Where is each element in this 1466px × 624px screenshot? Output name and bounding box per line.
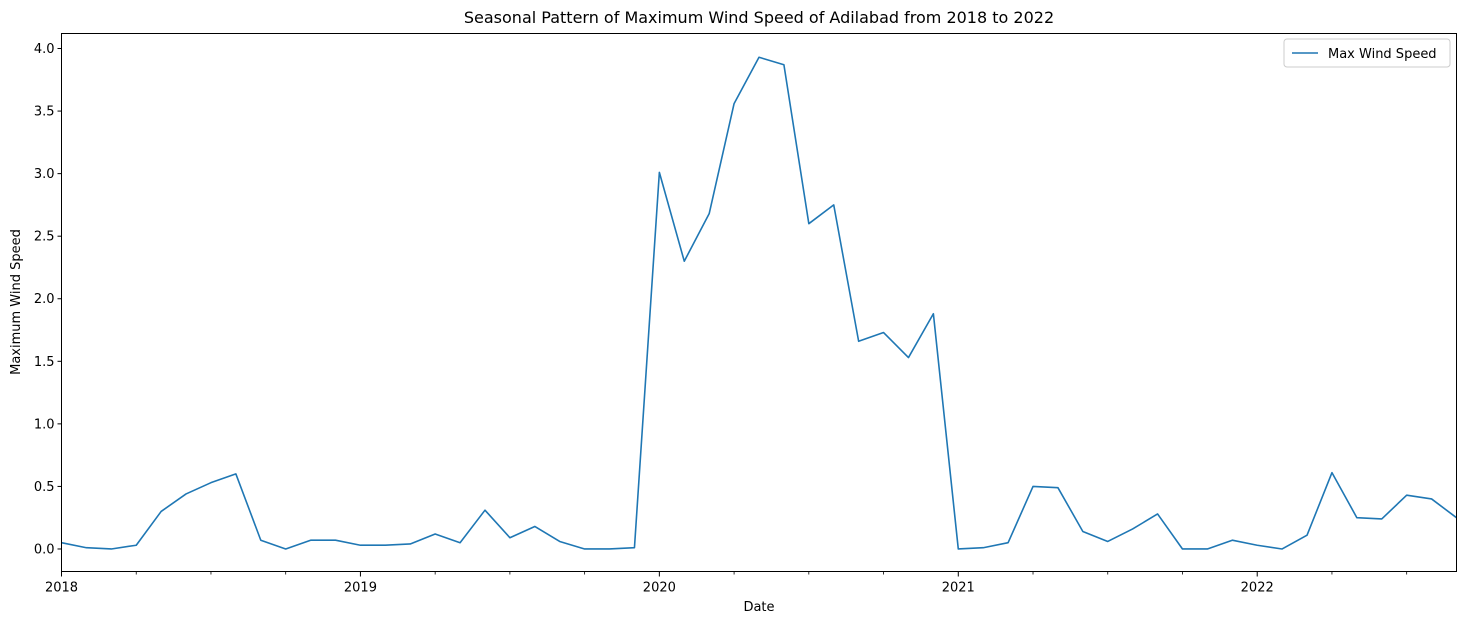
data-point xyxy=(459,542,461,544)
data-point xyxy=(1082,531,1084,533)
y-tick-label: 3.0 xyxy=(34,167,55,182)
data-point xyxy=(1107,541,1109,543)
y-axis-label: Maximum Wind Speed xyxy=(9,229,24,375)
x-tick-label: 2021 xyxy=(942,581,975,596)
legend-box xyxy=(1283,38,1451,68)
y-tick-label: 0.5 xyxy=(34,480,55,495)
y-tick-label: 2.5 xyxy=(34,230,55,245)
data-point xyxy=(659,172,661,174)
data-point xyxy=(160,511,162,513)
data-point xyxy=(1157,513,1159,515)
series-line-max-wind-speed xyxy=(61,56,1457,550)
data-point xyxy=(310,539,312,541)
data-point xyxy=(285,548,287,550)
y-tick-label: 1.0 xyxy=(34,417,55,432)
legend-label: Max Wind Speed xyxy=(1328,47,1437,62)
data-point xyxy=(509,537,511,539)
data-point xyxy=(1406,494,1408,496)
data-point xyxy=(933,313,935,315)
data-point xyxy=(534,526,536,528)
x-tick-label: 2022 xyxy=(1241,581,1274,596)
data-point xyxy=(1057,487,1059,489)
data-point xyxy=(434,533,436,535)
data-point xyxy=(808,223,810,225)
plot-frame xyxy=(61,33,1457,572)
data-point xyxy=(1431,498,1433,500)
y-tick-label: 4.0 xyxy=(34,42,55,57)
data-point xyxy=(1331,472,1333,474)
data-point xyxy=(758,56,760,58)
data-point xyxy=(484,509,486,511)
data-point xyxy=(135,544,137,546)
data-point xyxy=(235,473,237,475)
y-tick-label: 0.0 xyxy=(34,542,55,557)
data-point xyxy=(111,548,113,550)
data-point xyxy=(982,547,984,549)
data-point xyxy=(559,541,561,543)
data-point xyxy=(783,64,785,66)
data-point xyxy=(733,103,735,105)
data-point xyxy=(683,260,685,262)
data-point xyxy=(1132,528,1134,530)
y-tick-label: 2.0 xyxy=(34,292,55,307)
data-point xyxy=(858,340,860,342)
data-point xyxy=(185,493,187,495)
data-point xyxy=(210,482,212,484)
data-point xyxy=(1007,542,1009,544)
data-point xyxy=(1207,548,1209,550)
data-point xyxy=(360,544,362,546)
data-point xyxy=(1232,539,1234,541)
x-axis-label: Date xyxy=(743,600,774,615)
data-point xyxy=(1356,517,1358,519)
data-point xyxy=(634,547,636,549)
data-point xyxy=(1281,548,1283,550)
y-tick-label: 1.5 xyxy=(34,355,55,370)
data-point xyxy=(708,213,710,215)
data-point xyxy=(335,539,337,541)
data-point xyxy=(883,332,885,334)
axis-ticks: 0.0 0.5 1.0 1.5 2.0 2.5 3.0 3.5 4.0 2018 2019 2020 2… xyxy=(34,42,1408,596)
data-point xyxy=(584,548,586,550)
data-point xyxy=(1182,548,1184,550)
y-tick-label: 3.5 xyxy=(34,105,55,120)
data-point xyxy=(385,544,387,546)
legend: Max Wind Speed xyxy=(1283,38,1451,68)
data-point xyxy=(86,547,88,549)
data-point xyxy=(409,543,411,545)
x-tick-label: 2020 xyxy=(643,581,676,596)
data-point xyxy=(260,539,262,541)
plot-area xyxy=(61,56,1457,550)
data-point xyxy=(1032,486,1034,488)
x-tick-label: 2018 xyxy=(45,581,78,596)
data-point xyxy=(833,204,835,206)
x-tick-label: 2019 xyxy=(344,581,377,596)
chart-title: Seasonal Pattern of Maximum Wind Speed o… xyxy=(464,8,1054,27)
data-point xyxy=(957,548,959,550)
data-point xyxy=(908,357,910,359)
data-point xyxy=(609,548,611,550)
data-point xyxy=(1381,518,1383,520)
data-point xyxy=(1306,534,1308,536)
data-point xyxy=(1256,544,1258,546)
